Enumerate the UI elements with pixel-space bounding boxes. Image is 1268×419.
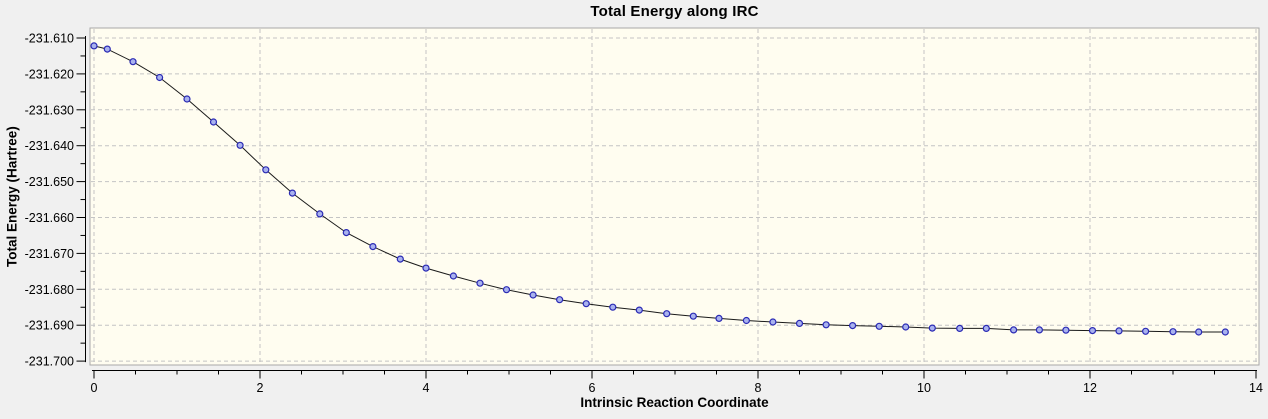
y-tick-label: -231.640 — [25, 139, 74, 153]
data-point[interactable] — [902, 323, 910, 331]
data-point[interactable] — [236, 141, 244, 149]
data-point[interactable] — [422, 264, 430, 272]
data-point[interactable] — [529, 291, 537, 299]
data-point[interactable] — [1221, 328, 1229, 336]
data-point[interactable] — [262, 166, 270, 174]
x-tick-label: 10 — [917, 381, 931, 395]
data-point[interactable] — [129, 58, 137, 66]
y-tick-label: -231.670 — [25, 247, 74, 261]
data-point[interactable] — [156, 73, 164, 82]
chart-title: Total Energy along IRC — [590, 3, 759, 20]
x-axis-title: Intrinsic Reaction Coordinate — [580, 395, 769, 410]
y-tick-label: -231.660 — [25, 211, 74, 225]
data-point[interactable] — [396, 255, 404, 263]
x-tick-label: 6 — [589, 381, 596, 395]
energy-curve — [93, 45, 1226, 333]
y-tick-label: -231.680 — [25, 283, 74, 297]
y-tick-label: -231.700 — [25, 355, 74, 369]
data-point[interactable] — [342, 229, 350, 237]
data-point[interactable] — [476, 279, 484, 287]
data-point[interactable] — [822, 321, 830, 329]
y-axis — [76, 36, 86, 363]
y-tick-label: -231.650 — [25, 175, 74, 189]
x-tick-label: 8 — [755, 381, 762, 395]
x-tick-label: 12 — [1083, 381, 1097, 395]
data-point[interactable] — [635, 306, 643, 314]
data-point[interactable] — [183, 95, 191, 103]
data-point[interactable] — [90, 42, 98, 50]
data-point[interactable] — [928, 324, 936, 332]
data-point[interactable] — [663, 310, 671, 318]
data-point[interactable] — [875, 322, 883, 330]
data-point[interactable] — [742, 316, 751, 325]
data-point[interactable] — [288, 189, 296, 197]
data-point[interactable] — [1195, 328, 1203, 336]
y-tick-labels: -231.610 -231.620 -231.630 -231.640 -231.650… — [25, 32, 74, 369]
data-point[interactable] — [103, 45, 111, 53]
x-tick-label: 4 — [423, 381, 430, 395]
x-tick-label: 14 — [1249, 381, 1263, 395]
y-tick-label: -231.610 — [25, 32, 74, 46]
gridlines — [91, 29, 1258, 364]
x-tick-label: 2 — [257, 381, 264, 395]
data-point[interactable] — [795, 319, 804, 327]
data-point[interactable] — [715, 314, 723, 322]
data-point[interactable] — [1062, 326, 1070, 334]
data-point[interactable] — [582, 300, 590, 308]
data-point[interactable] — [209, 118, 218, 126]
x-tick-label: 0 — [91, 381, 98, 395]
y-tick-label: -231.620 — [25, 67, 74, 81]
data-point[interactable] — [1141, 327, 1150, 335]
data-point[interactable] — [502, 286, 511, 294]
data-point[interactable] — [555, 296, 564, 304]
data-point[interactable] — [316, 210, 324, 218]
data-point[interactable] — [609, 303, 617, 311]
data-point[interactable] — [369, 243, 377, 251]
data-point-markers — [90, 42, 1229, 336]
data-point[interactable] — [449, 272, 457, 280]
data-point[interactable] — [982, 324, 990, 332]
data-point[interactable] — [769, 318, 777, 326]
x-axis — [92, 370, 1257, 379]
data-point[interactable] — [848, 322, 857, 330]
data-point[interactable] — [689, 312, 697, 320]
x-tick-labels: 0 2 4 6 8 10 12 14 — [91, 381, 1263, 395]
data-point[interactable] — [1169, 328, 1177, 336]
y-tick-label: -231.630 — [25, 103, 74, 117]
plot-area — [89, 27, 1260, 366]
data-point[interactable] — [1115, 327, 1123, 335]
data-point[interactable] — [1009, 326, 1018, 334]
y-tick-label: -231.690 — [25, 319, 74, 333]
data-point[interactable] — [1088, 327, 1097, 335]
data-point[interactable] — [1035, 326, 1044, 334]
data-point[interactable] — [956, 324, 964, 332]
